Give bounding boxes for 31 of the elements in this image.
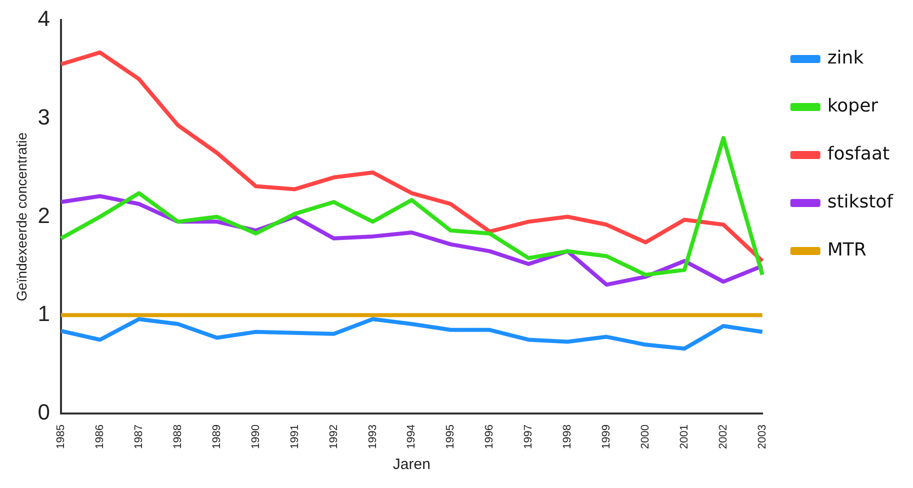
y-tick-label: 1 xyxy=(38,301,50,326)
x-tick-label: 2002 xyxy=(717,424,730,450)
x-tick-label: 1986 xyxy=(94,424,106,450)
x-tick-label: 1992 xyxy=(328,424,340,450)
x-tick-label: 1998 xyxy=(562,424,574,450)
x-tick-label: 1999 xyxy=(600,424,613,450)
y-tick-label: 0 xyxy=(38,400,50,425)
x-tick-label: 1988 xyxy=(172,424,184,450)
legend-label: MTR xyxy=(827,240,866,261)
legend-label: fosfaat xyxy=(827,144,890,165)
y-tick-label: 3 xyxy=(38,104,50,130)
x-tick-label: 2001 xyxy=(678,424,690,450)
x-tick-label: 1995 xyxy=(444,424,457,450)
x-tick-label: 1985 xyxy=(55,424,68,450)
y-tick-label: 2 xyxy=(38,202,50,228)
x-tick-label: 1994 xyxy=(406,424,418,450)
x-tick-label: 1993 xyxy=(366,424,379,450)
y-axis-title: Geïndexeerde concentratie xyxy=(13,132,30,302)
x-tick-label: 1987 xyxy=(132,424,145,450)
legend-label: stikstof xyxy=(827,192,894,213)
x-tick-label: 2000 xyxy=(640,424,652,450)
x-tick-label: 1990 xyxy=(250,424,262,450)
x-tick-label: 2003 xyxy=(756,424,768,450)
x-tick-label: 1991 xyxy=(288,424,301,450)
x-tick-label: 1989 xyxy=(210,424,223,450)
x-axis-title: Jaren xyxy=(392,456,430,474)
x-tick-label: 1997 xyxy=(522,424,535,450)
legend-label: koper xyxy=(827,96,879,117)
legend-label: zink xyxy=(827,48,864,69)
x-tick-label: 1996 xyxy=(484,424,496,450)
y-tick-label: 4 xyxy=(38,6,50,32)
